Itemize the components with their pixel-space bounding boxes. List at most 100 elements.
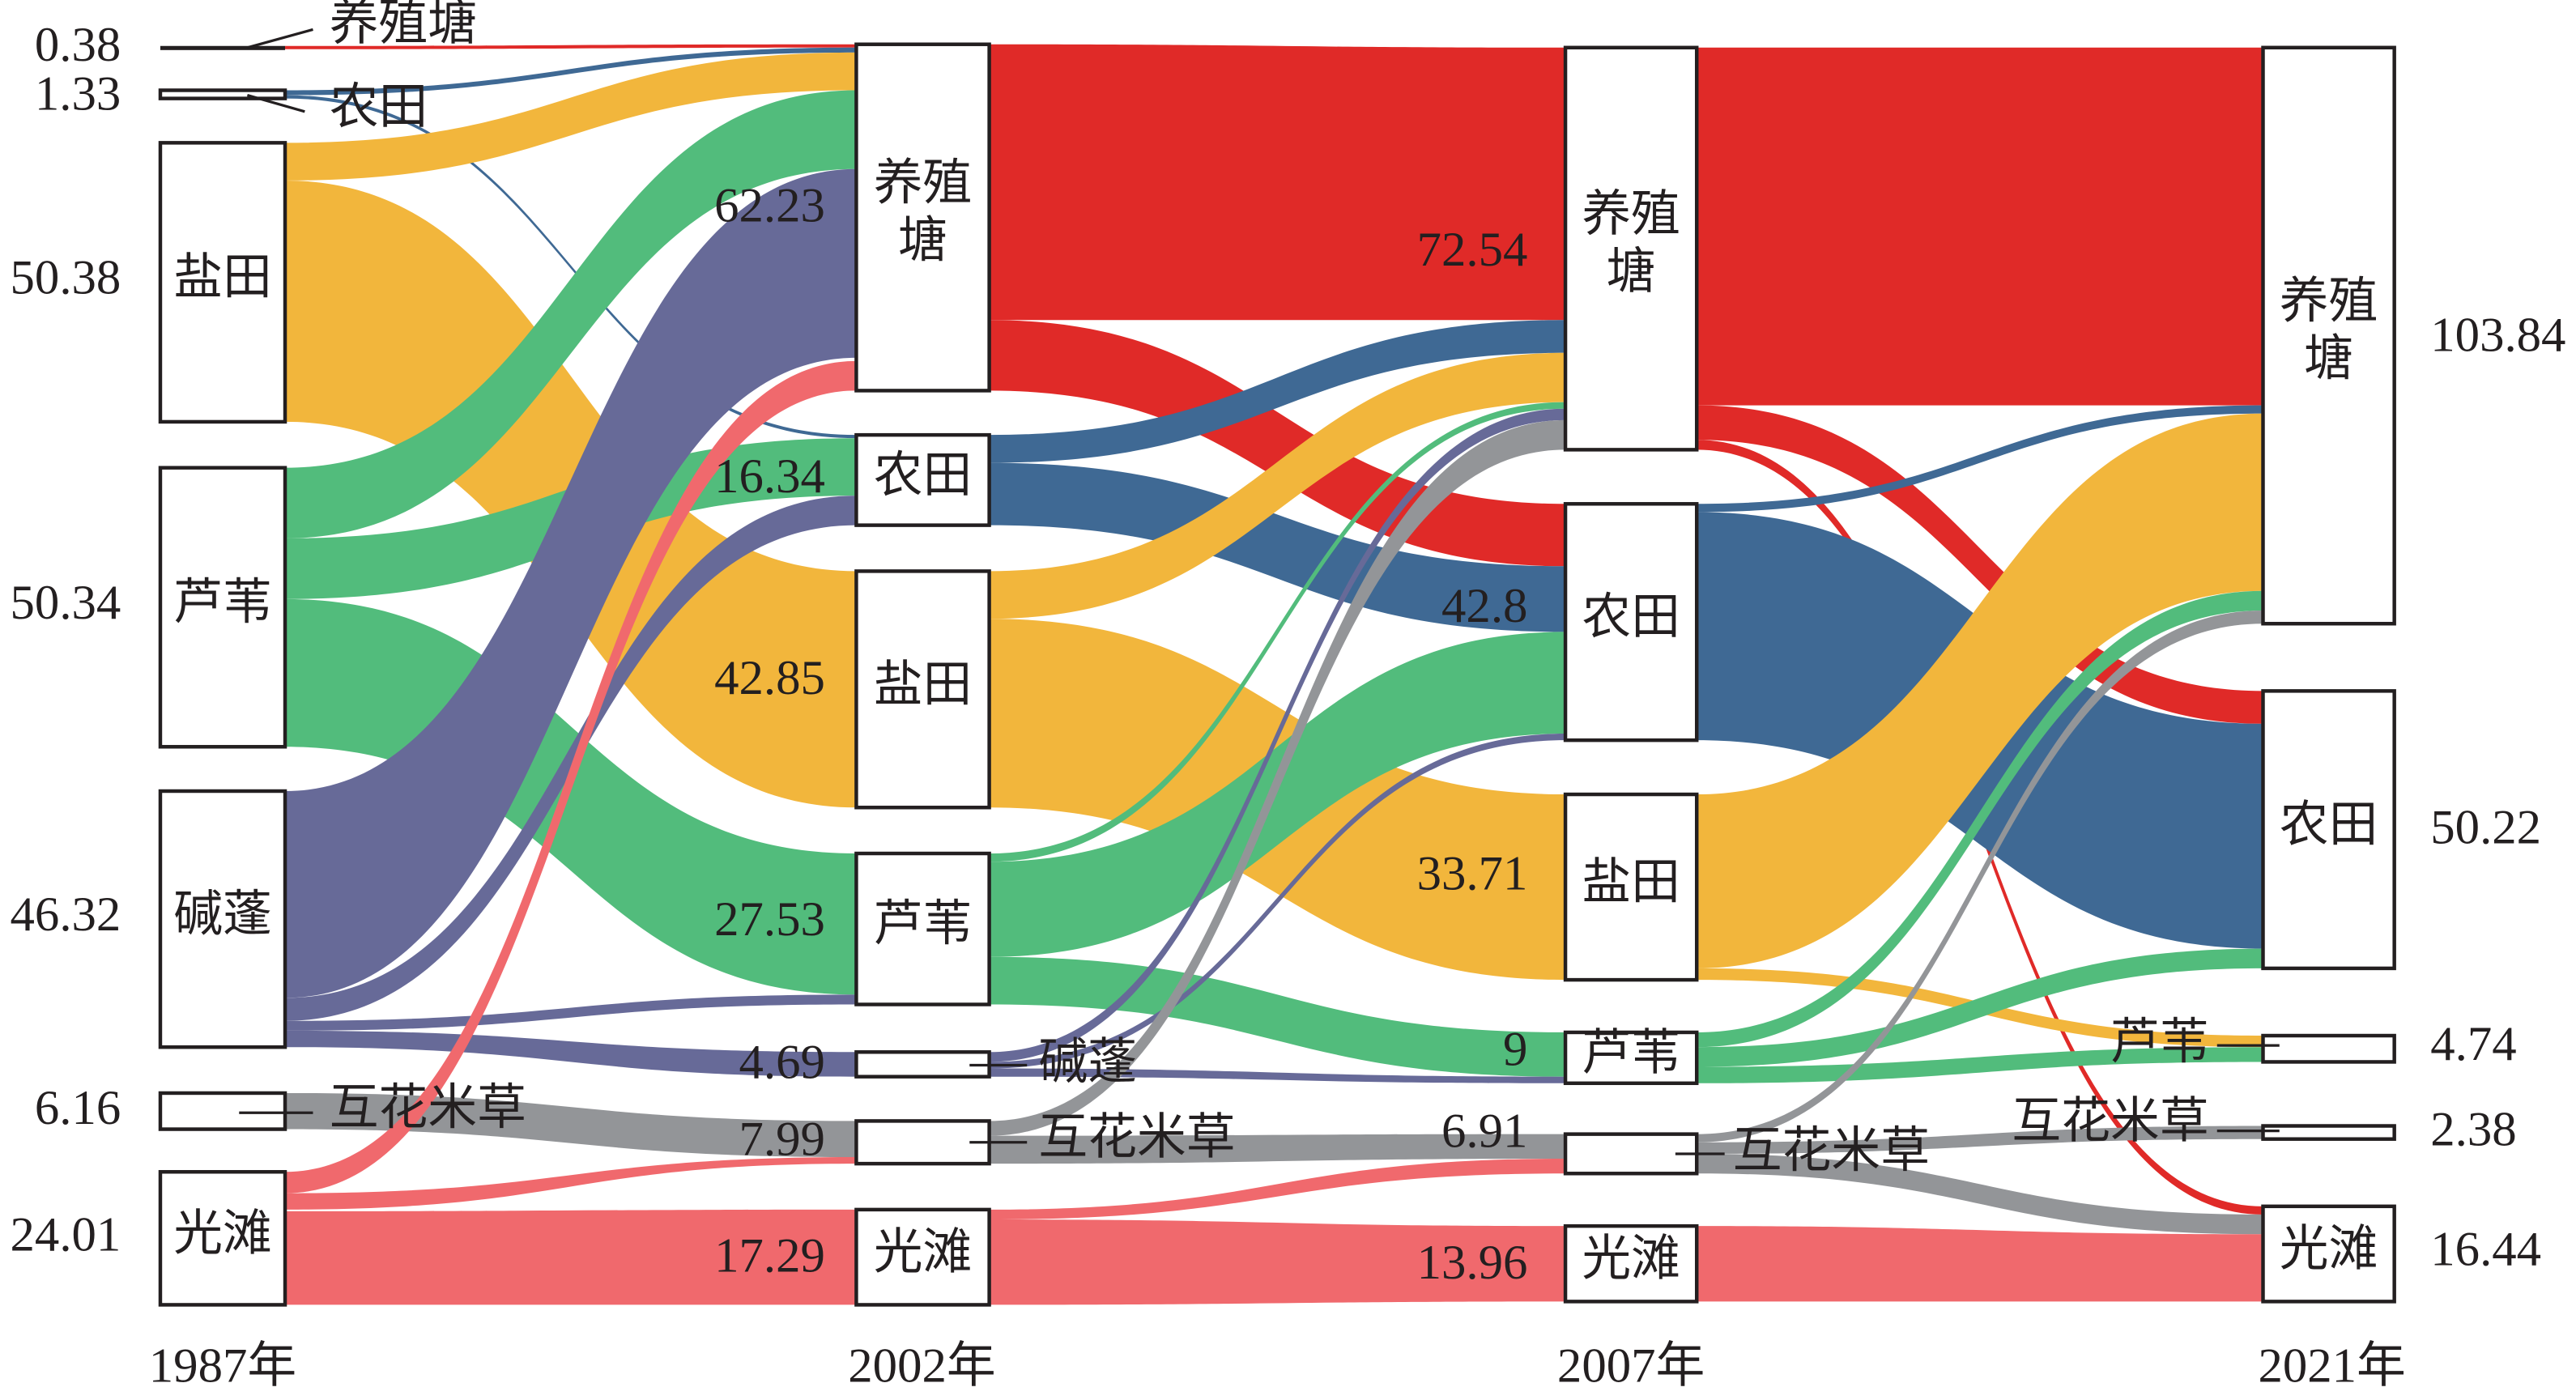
node-bar xyxy=(854,42,991,393)
node-label: 碱蓬 xyxy=(173,887,272,942)
flow-link xyxy=(1697,1153,2263,1235)
leader-line xyxy=(246,94,305,113)
node-value-label: 1.33 xyxy=(35,67,121,121)
flow-link xyxy=(285,44,857,49)
node-label: 互花米草 xyxy=(330,1081,526,1135)
node-value-label: 13.96 xyxy=(1417,1236,1528,1290)
labels: 养殖塘 0.38 农田 1.33 盐田 50.38 芦苇 50.34 碱蓬 46.32 互花米草 6.… xyxy=(11,0,2566,1393)
node-value-label: 17.29 xyxy=(714,1229,825,1283)
node-bar xyxy=(854,1119,991,1166)
flow-link xyxy=(1697,413,2263,968)
node-bar xyxy=(1563,792,1699,982)
node-bar xyxy=(1563,1030,1699,1086)
node-label: 光滩 xyxy=(874,1226,973,1280)
year-axis-label: 2007年 xyxy=(1557,1338,1705,1393)
node-bar xyxy=(158,1091,287,1131)
node-bar xyxy=(854,1050,991,1079)
flow-link xyxy=(285,496,857,1021)
node-value-label: 6.16 xyxy=(35,1081,121,1135)
node-bar xyxy=(854,569,991,810)
node-label: 互花米草 xyxy=(1733,1124,1930,1178)
node-label: 互花米草 xyxy=(2012,1094,2208,1148)
flow-link xyxy=(989,419,1566,1136)
node-bar xyxy=(1563,45,1699,452)
node-label: 芦苇 xyxy=(2110,1015,2209,1070)
flow-link xyxy=(285,52,857,181)
node-bar xyxy=(1563,502,1699,743)
node-value-label: 72.54 xyxy=(1417,223,1528,277)
flow-link xyxy=(285,1092,857,1158)
node-bar xyxy=(158,141,287,424)
node-bar xyxy=(2261,1204,2396,1304)
node-label: 农田 xyxy=(2280,798,2378,853)
node-value-label: 42.8 xyxy=(1441,579,1527,633)
node-bar xyxy=(2261,689,2396,971)
node-value-label: 42.85 xyxy=(714,651,825,705)
flow-links xyxy=(285,44,2263,1305)
flow-link xyxy=(989,352,1566,619)
node-label: 碱蓬 xyxy=(1038,1035,1137,1089)
flow-link xyxy=(1697,47,2263,406)
flow-link xyxy=(1697,405,2263,513)
node-label: 光滩 xyxy=(1582,1232,1680,1287)
node-label: 农田 xyxy=(330,80,428,134)
node-value-label: 50.34 xyxy=(11,576,121,630)
land-type-nodes xyxy=(158,42,2396,1307)
flow-link xyxy=(989,632,1566,957)
flow-link xyxy=(285,47,857,96)
node-bar xyxy=(2261,1124,2396,1141)
leader-line xyxy=(246,28,313,49)
node-label: 互花米草 xyxy=(1038,1111,1235,1165)
node-label: 盐田 xyxy=(874,657,973,712)
flow-link xyxy=(989,1134,1566,1164)
flow-link xyxy=(989,734,1566,1069)
year-axis-label: 1987年 xyxy=(149,1338,296,1393)
node-value-label: 103.84 xyxy=(2430,309,2565,363)
node-value-label: 62.23 xyxy=(714,178,825,232)
flow-link xyxy=(989,402,1566,862)
flow-link xyxy=(285,95,857,439)
flow-link xyxy=(285,1209,857,1305)
node-label: 光滩 xyxy=(2280,1223,2378,1277)
flow-link xyxy=(285,1157,857,1210)
node-bar xyxy=(158,466,287,749)
flow-link xyxy=(1697,1047,2263,1083)
flow-link xyxy=(1697,948,2263,1067)
node-bar xyxy=(854,432,991,527)
flow-link xyxy=(989,1159,1566,1220)
flow-link xyxy=(989,1068,1566,1083)
node-value-label: 6.91 xyxy=(1441,1104,1527,1159)
node-label: 养殖塘 xyxy=(1582,188,1680,300)
flow-link xyxy=(1697,1126,2263,1154)
flow-link xyxy=(1697,405,2263,724)
node-value-label: 50.22 xyxy=(2430,801,2541,855)
node-value-label: 24.01 xyxy=(11,1207,121,1262)
year-axis-label: 2021年 xyxy=(2258,1338,2405,1393)
year-axis-label: 2002年 xyxy=(848,1338,995,1393)
flow-link xyxy=(1697,1226,2263,1302)
node-bar xyxy=(1563,1223,1699,1304)
node-label: 养殖塘 xyxy=(2280,274,2378,386)
flow-link xyxy=(285,168,857,998)
node-value-label: 4.69 xyxy=(739,1035,824,1089)
flow-link xyxy=(989,408,1566,1062)
node-bar xyxy=(2261,1033,2396,1064)
node-bar xyxy=(160,45,286,50)
flow-link xyxy=(1697,590,2263,1048)
node-value-label: 7.99 xyxy=(739,1113,824,1167)
node-value-label: 33.71 xyxy=(1417,846,1528,900)
node-label: 养殖塘 xyxy=(330,0,477,50)
node-label: 盐田 xyxy=(173,251,272,305)
node-label: 养殖塘 xyxy=(874,156,973,268)
flow-link xyxy=(989,462,1566,632)
node-label: 芦苇 xyxy=(874,897,973,951)
node-bar xyxy=(158,1170,287,1307)
node-bar xyxy=(854,851,991,1006)
node-label: 芦苇 xyxy=(173,576,272,630)
node-value-label: 27.53 xyxy=(714,892,825,947)
node-value-label: 46.32 xyxy=(11,887,121,942)
flow-link xyxy=(989,1219,1566,1305)
node-bar xyxy=(158,88,287,100)
node-bar xyxy=(158,789,287,1049)
